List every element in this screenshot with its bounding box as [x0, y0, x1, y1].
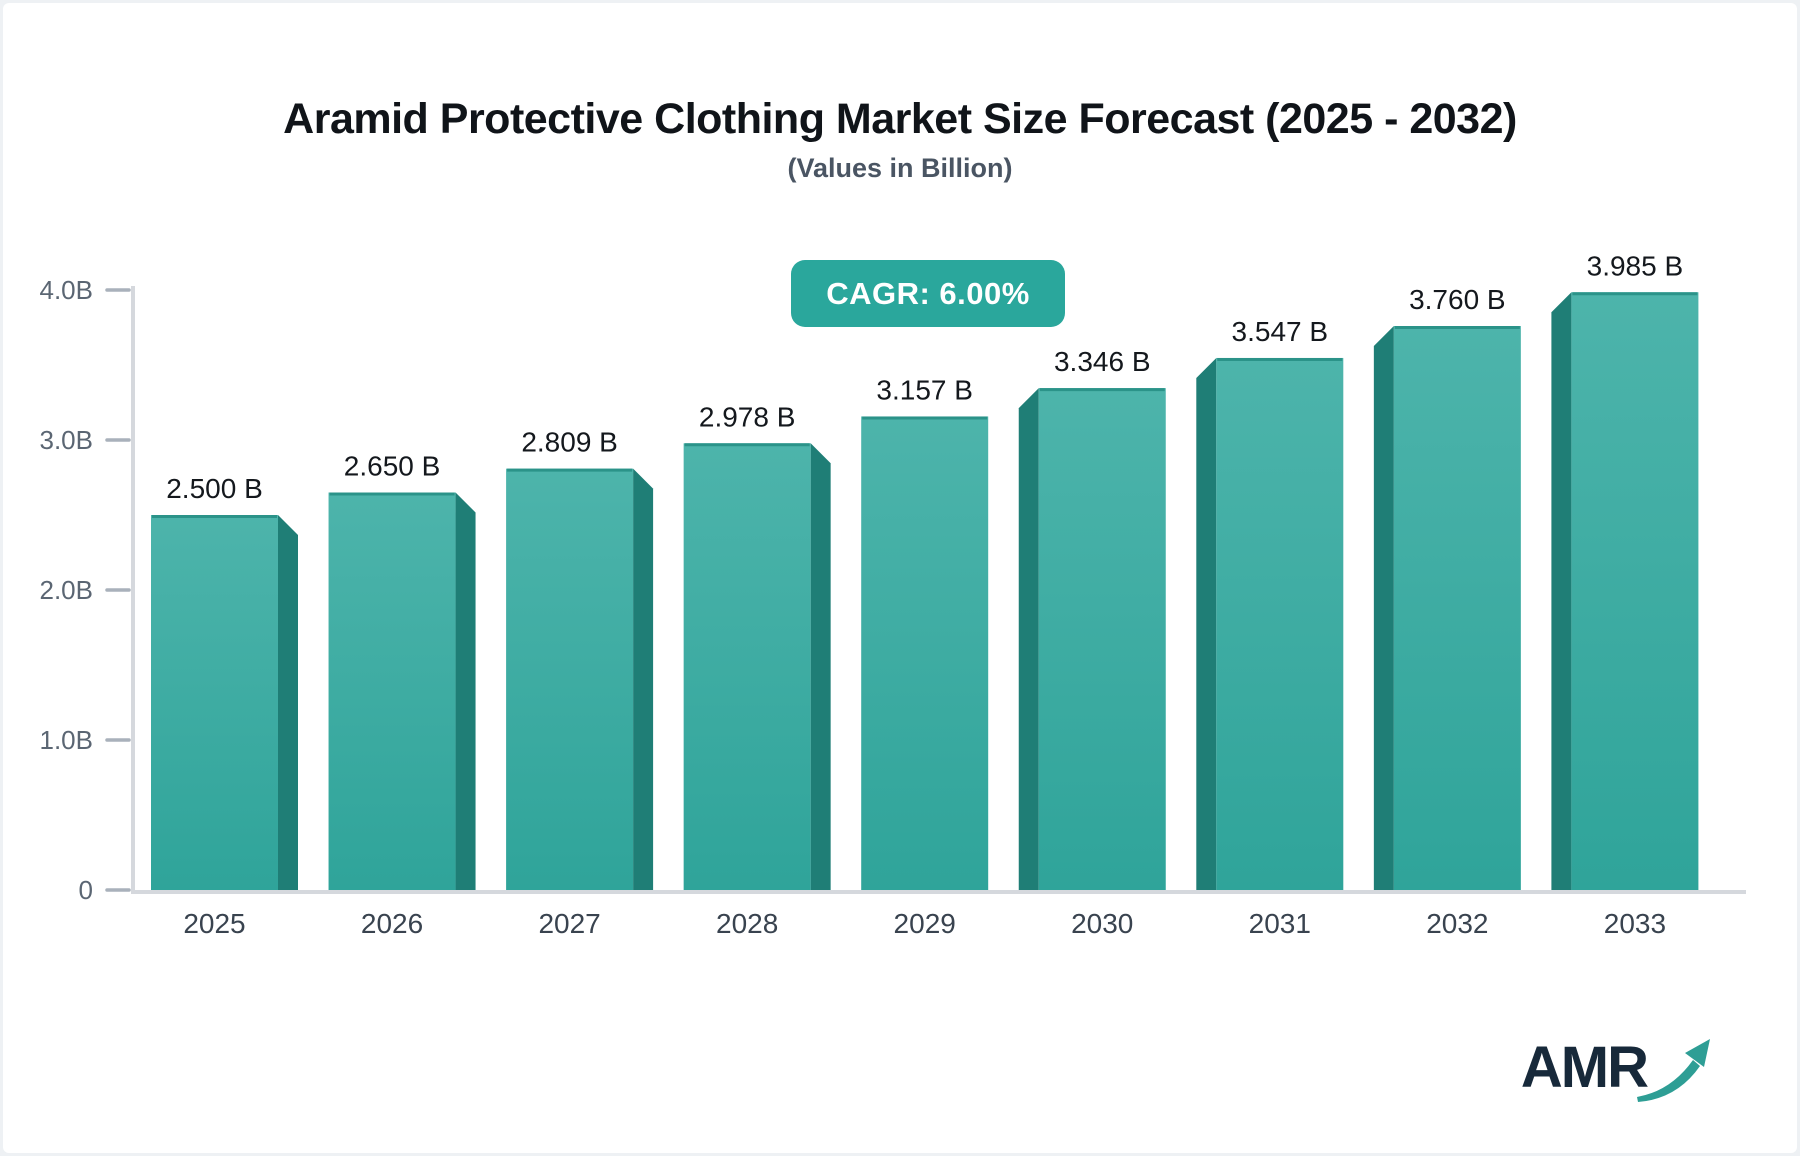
- chart-card: Aramid Protective Clothing Market Size F…: [3, 3, 1797, 1153]
- y-tick-label: 2.0B: [40, 575, 94, 605]
- bar-value-label: 2.500 B: [166, 473, 263, 504]
- bar-2026: [328, 492, 456, 890]
- bar-2030: [1038, 388, 1166, 890]
- bar-side-2027: [633, 468, 654, 890]
- x-tick-label: 2031: [1249, 908, 1311, 939]
- cagr-badge: CAGR: 6.00%: [791, 260, 1065, 327]
- bar-value-label: 2.650 B: [344, 451, 441, 482]
- y-tick-label: 4.0B: [40, 275, 94, 305]
- bar-2027: [506, 468, 634, 890]
- bar-2025: [151, 515, 278, 890]
- x-tick-label: 2026: [361, 908, 423, 939]
- chart-subtitle: (Values in Billion): [787, 153, 1013, 183]
- growth-arrow-icon: [1637, 1039, 1710, 1102]
- bar-value-label: 3.760 B: [1409, 284, 1506, 315]
- x-tick-label: 2029: [894, 908, 956, 939]
- bar-value-label: 3.547 B: [1232, 316, 1329, 347]
- x-tick-label: 2028: [716, 908, 778, 939]
- y-tick-label: 3.0B: [40, 425, 94, 455]
- x-tick-label: 2025: [183, 908, 245, 939]
- bar-side-2031: [1196, 357, 1217, 890]
- bar-2031: [1216, 357, 1344, 890]
- y-tick-label: 0: [79, 875, 93, 905]
- amr-logo-text: AMR: [1520, 1035, 1649, 1100]
- x-tick-label: 2027: [538, 908, 600, 939]
- bar-side-2033: [1551, 292, 1572, 890]
- bar-side-2025: [278, 515, 298, 890]
- bar-value-label: 2.809 B: [521, 427, 618, 458]
- y-tick-label: 1.0B: [40, 725, 94, 755]
- bar-value-label: 3.985 B: [1587, 250, 1684, 281]
- bar-chart: 0 1.0B 2.0B 3.0B 4.0B 2.500 B 2025 2.650 B 2026 2…: [40, 250, 1746, 939]
- x-tick-label: 2032: [1426, 908, 1488, 939]
- bar-side-2030: [1018, 388, 1039, 890]
- bar-2029: [861, 416, 989, 890]
- amr-logo: AMR: [1521, 1033, 1711, 1107]
- bar-2028: [683, 443, 811, 890]
- x-tick-label: 2033: [1604, 908, 1666, 939]
- chart-title: Aramid Protective Clothing Market Size F…: [283, 95, 1517, 143]
- bar-2033: [1571, 292, 1699, 890]
- bar-side-2032: [1373, 326, 1394, 890]
- bar-value-label: 3.157 B: [876, 374, 973, 405]
- bar-value-label: 3.346 B: [1054, 346, 1151, 377]
- bar-side-2028: [810, 443, 831, 890]
- x-tick-label: 2030: [1071, 908, 1133, 939]
- bar-value-label: 2.978 B: [699, 401, 796, 432]
- bar-side-2026: [455, 492, 476, 890]
- bar-2032: [1393, 326, 1521, 890]
